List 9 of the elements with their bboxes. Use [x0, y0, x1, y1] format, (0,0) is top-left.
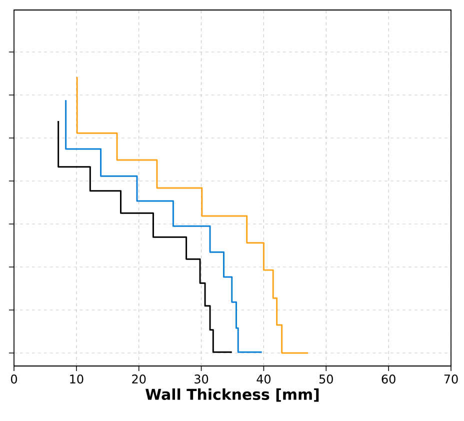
x-tick-label: 50: [319, 374, 333, 384]
x-tick-label: 60: [382, 374, 396, 384]
x-tick-label: 10: [70, 374, 84, 384]
x-tick-label: 70: [444, 374, 458, 384]
x-tick-label: 0: [10, 374, 18, 384]
x-tick-label: 40: [256, 374, 271, 384]
x-tick-label: 30: [194, 374, 208, 384]
x-tick-label: 20: [132, 374, 146, 384]
x-axis-title: Wall Thickness [mm]: [146, 388, 319, 402]
